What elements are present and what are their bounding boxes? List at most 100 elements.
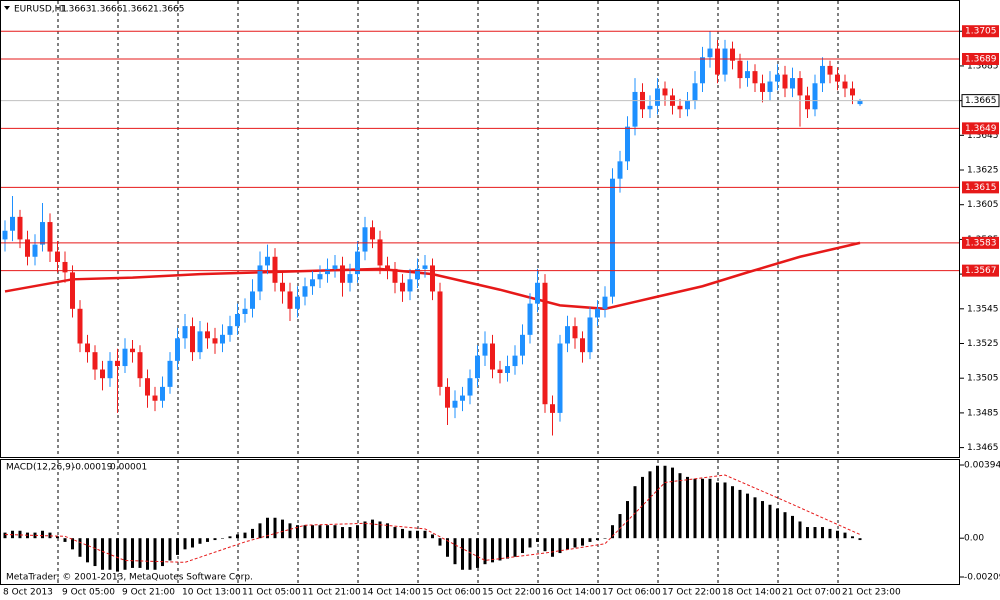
candle-body xyxy=(707,48,713,58)
candle-body xyxy=(167,360,173,387)
macd-bar xyxy=(101,538,104,570)
ohlc-low: 1.3662 xyxy=(122,5,154,15)
candle-body xyxy=(782,74,788,89)
macd-bar xyxy=(686,476,689,539)
candle-body xyxy=(460,395,465,401)
macd-bar xyxy=(596,538,599,541)
macd-bar xyxy=(423,530,427,539)
macd-bar xyxy=(513,538,517,557)
candle-body xyxy=(25,239,30,257)
candle-body xyxy=(512,355,518,367)
macd-bar xyxy=(18,530,22,539)
macd-bar xyxy=(723,482,727,539)
candle-body xyxy=(160,386,165,401)
candle-body xyxy=(280,282,285,292)
y-tick-label: 1.3605 xyxy=(967,200,999,210)
candle-body xyxy=(122,348,128,367)
macd-bar xyxy=(108,538,112,570)
candle-body xyxy=(100,369,105,379)
macd-bar xyxy=(258,523,262,539)
level-label-box xyxy=(962,181,999,194)
macd-bar xyxy=(153,538,157,570)
candle-body xyxy=(272,256,278,283)
y-tick-label: 1.3685 xyxy=(967,61,999,71)
macd-bar xyxy=(206,538,209,542)
macd-bar xyxy=(701,478,704,539)
candle-body xyxy=(107,360,113,379)
y-tick-label: 1.3485 xyxy=(967,408,999,418)
bid-label: 1.3665 xyxy=(965,96,997,106)
candle-body xyxy=(415,268,420,280)
macd-bar xyxy=(266,517,269,539)
x-tick-label: 16 Oct 14:00 xyxy=(542,588,601,598)
candle-body xyxy=(520,334,525,356)
macd-bar xyxy=(768,504,772,539)
y-tick-label: 1.3545 xyxy=(967,304,999,314)
main-frame xyxy=(0,0,960,458)
macd-bar xyxy=(401,528,404,539)
candle-body xyxy=(430,265,435,292)
candle-body xyxy=(85,343,90,353)
macd-main: -0.00019 xyxy=(72,463,113,473)
candle-body xyxy=(257,265,263,292)
candle-body xyxy=(70,272,75,309)
macd-bar xyxy=(461,538,464,570)
candle-body xyxy=(677,105,683,110)
x-tick-label: 10 Oct 13:00 xyxy=(182,588,241,598)
level-label-box xyxy=(962,264,999,277)
macd-bar xyxy=(86,538,89,563)
x-tick-label: 17 Oct 06:00 xyxy=(602,588,661,598)
candle-body xyxy=(265,256,270,266)
x-tick-label: 15 Oct 06:00 xyxy=(422,588,481,598)
candle-body xyxy=(205,331,210,339)
macd-bar xyxy=(123,538,127,570)
macd-bar xyxy=(356,525,359,539)
symbol-title: EURUSD,H1 xyxy=(14,5,67,15)
candle-body xyxy=(47,222,53,252)
macd-bar xyxy=(791,515,794,539)
candle-body xyxy=(610,178,615,297)
candle-body xyxy=(55,251,60,262)
macd-bar xyxy=(618,514,622,539)
macd-bar xyxy=(783,512,787,539)
candle-body xyxy=(715,48,720,75)
x-tick-label: 8 Oct 2013 xyxy=(3,588,53,598)
candle-body xyxy=(17,216,23,240)
level-label-box xyxy=(962,236,999,249)
candle-body xyxy=(235,314,240,327)
candle-body xyxy=(700,57,705,84)
candle-body xyxy=(10,216,15,231)
candle-body xyxy=(767,81,773,92)
macd-bar xyxy=(566,538,569,550)
macd-bar xyxy=(738,489,742,539)
macd-bar xyxy=(146,538,149,570)
x-tick-label: 11 Oct 21:00 xyxy=(302,588,361,598)
candle-body xyxy=(190,326,195,353)
macd-bar xyxy=(221,538,224,539)
candle-body xyxy=(385,265,390,269)
candle-body xyxy=(692,83,698,101)
candle-body xyxy=(362,227,368,252)
macd-bar xyxy=(543,538,547,552)
x-tick-label: 18 Oct 14:00 xyxy=(722,588,781,598)
macd-bar xyxy=(213,538,217,541)
level-label: 1.3689 xyxy=(965,54,997,64)
candle-body xyxy=(220,334,225,344)
candle-body xyxy=(722,48,728,75)
macd-bar xyxy=(731,486,734,539)
candle-body xyxy=(760,83,765,92)
level-label-box xyxy=(962,122,999,135)
candle-body xyxy=(617,161,623,179)
macd-bar xyxy=(56,536,59,539)
macd-bar xyxy=(326,525,329,539)
footer: MetaTrader, © 2001-2013, MetaQuotes Soft… xyxy=(6,573,253,583)
macd-bar xyxy=(303,525,307,539)
macd-bar xyxy=(446,538,449,557)
candle-body xyxy=(377,239,383,266)
macd-bar xyxy=(311,525,314,539)
macd-bar xyxy=(858,538,862,541)
candle-body xyxy=(392,268,398,283)
macd-bar xyxy=(671,467,674,539)
